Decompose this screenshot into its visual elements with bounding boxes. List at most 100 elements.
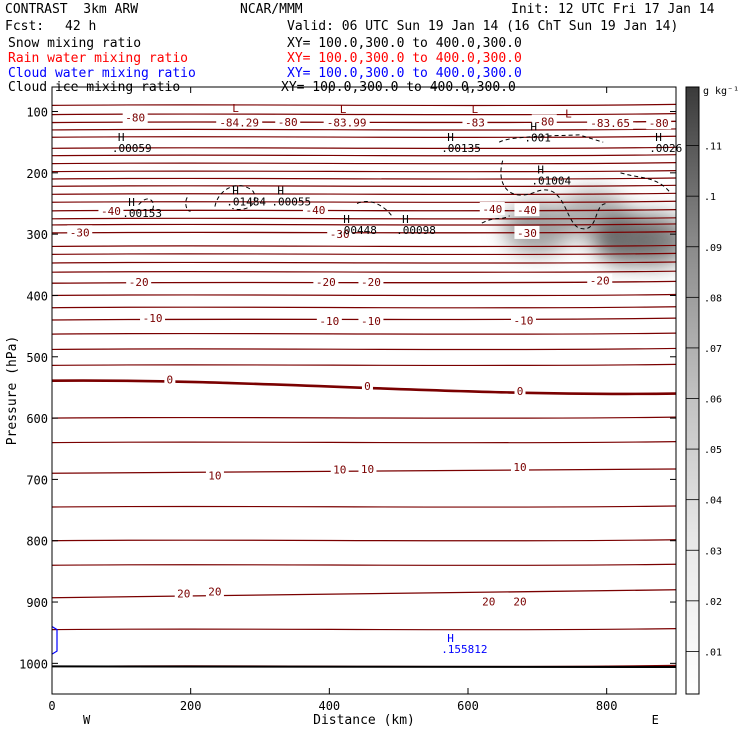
isotherm-line — [52, 441, 676, 444]
isotherm-line — [52, 563, 676, 567]
colorbar-level-label: .02 — [704, 597, 722, 608]
y-tick-label: 500 — [26, 351, 48, 365]
extremum-value: .0026 — [649, 142, 682, 155]
contour-label-0: 0 — [167, 373, 174, 386]
contour-label-bg — [587, 116, 634, 130]
x-tick-label: 0 — [48, 699, 55, 713]
extremum-mark-H: H — [655, 131, 662, 144]
extremum-mark-L: L — [471, 103, 478, 116]
contour-label--20: -20 — [361, 276, 381, 289]
contour-label--20: -20 — [316, 276, 336, 289]
extremum-mark-H: H — [447, 131, 454, 144]
x-axis-label: Distance (km) — [313, 713, 415, 728]
isotherm-line — [52, 217, 676, 220]
cloud-ice-outline — [481, 215, 510, 224]
contour-label--80: -80 — [534, 115, 554, 128]
extremum-mark-H: H — [530, 121, 537, 134]
isotherm-line — [52, 628, 676, 631]
plot-frame — [51, 86, 677, 695]
contour-label--80: -80 — [278, 116, 298, 129]
colorbar-level-label: .04 — [704, 496, 722, 507]
contour-label--83.99: -83.99 — [327, 117, 367, 130]
contour-label-bg — [174, 586, 193, 600]
y-tick-label: 300 — [26, 228, 48, 242]
isotherm-line — [52, 103, 676, 107]
field-xy-cloud-water: XY= 100.0,300.0 to 400.0,300.0 — [287, 66, 522, 81]
contour-label--83.65: -83.65 — [590, 117, 630, 130]
chart-title: CONTRAST 3km ARW — [5, 2, 139, 17]
contour-label--30: -30 — [70, 226, 90, 239]
west-label: W — [83, 713, 91, 727]
extremum-value: .001 — [524, 132, 551, 145]
colorbar-level-label: .11 — [704, 142, 722, 153]
contour-label-bg — [511, 460, 529, 474]
east-label: E — [652, 713, 659, 727]
contour-label-bg — [358, 274, 384, 288]
contour-label-bg — [514, 384, 526, 398]
contour-label-bg — [216, 115, 263, 129]
contour-label--10: -10 — [514, 315, 534, 328]
contour-label--40: -40 — [482, 203, 502, 216]
extremum-mark-H: H — [277, 184, 284, 197]
field-xy-snow: XY= 100.0,300.0 to 400.0,300.0 — [287, 36, 522, 51]
contour-label-bg — [462, 115, 488, 129]
temperature-contour-20 — [52, 589, 676, 599]
extremum-mark-H: H — [128, 196, 135, 209]
contour-label-bg — [646, 116, 672, 130]
y-axis-label: Pressure (hPa) — [5, 336, 20, 446]
isotherm-line — [52, 223, 676, 226]
temperature-contour--40 — [52, 208, 676, 212]
y-tick-label: 1000 — [19, 657, 48, 671]
isotherm-line — [52, 162, 676, 165]
extremum-value: .01004 — [531, 174, 571, 187]
isotherm-line — [52, 184, 676, 188]
cloud-ice-outline — [356, 201, 393, 217]
forecast-label: Fcst: — [5, 19, 45, 34]
contour-label-20: 20 — [482, 595, 495, 608]
contour-label-bg — [205, 468, 224, 482]
x-tick-label: 200 — [180, 699, 202, 713]
colorbar-level-label: .09 — [704, 243, 722, 254]
colorbar-level-label: .07 — [704, 344, 722, 355]
extremum-mark-H: H — [118, 131, 125, 144]
x-tick-label: 800 — [596, 699, 618, 713]
colorbar-level-label: .05 — [704, 445, 722, 456]
isotherm-line — [52, 363, 676, 367]
contour-label-bg — [67, 225, 93, 239]
colorbar-level-label: .03 — [704, 546, 722, 557]
y-tick-label: 900 — [26, 596, 48, 610]
chart-subtitle: NCAR/MMM — [240, 2, 303, 17]
contour-label-bg — [98, 203, 124, 217]
contour-label-20: 20 — [208, 586, 221, 599]
contour-label-bg — [514, 225, 540, 239]
cloud-ice-outline — [214, 185, 256, 210]
cloud-ice-outline — [500, 160, 607, 230]
cloud-ice-outline — [620, 172, 670, 192]
colorbar-level-label: .01 — [704, 647, 722, 658]
isotherm-line — [52, 192, 676, 196]
snow-maximum-3 — [621, 214, 676, 267]
extremum-mark-L: L — [232, 102, 239, 115]
contour-label-bg — [511, 594, 529, 608]
extremum-value: .00448 — [337, 224, 377, 237]
temperature-contour-0 — [52, 379, 676, 396]
isotherm-line — [52, 332, 676, 335]
colorbar-level-label: .1 — [704, 192, 716, 203]
contour-label--20: -20 — [590, 275, 610, 288]
contour-label-20: 20 — [177, 587, 190, 600]
y-tick-label: 100 — [26, 106, 48, 120]
contour-label--83: -83 — [465, 117, 485, 130]
contour-label-bg — [531, 114, 557, 128]
contour-label-bg — [122, 110, 148, 124]
isotherm-line — [52, 200, 676, 204]
extremum-value: .155812 — [441, 643, 487, 656]
contour-label-bg — [323, 115, 370, 129]
contour-label-0: 0 — [517, 385, 524, 398]
isotherm-line — [52, 306, 676, 309]
isotherm-line — [52, 270, 676, 273]
isotherm-line — [52, 135, 676, 139]
field-name-cloud-water: Cloud water mixing ratio — [8, 66, 196, 81]
contour-label--80: -80 — [649, 117, 669, 130]
contour-label-bg — [479, 594, 498, 608]
contour-label--10: -10 — [143, 312, 163, 325]
